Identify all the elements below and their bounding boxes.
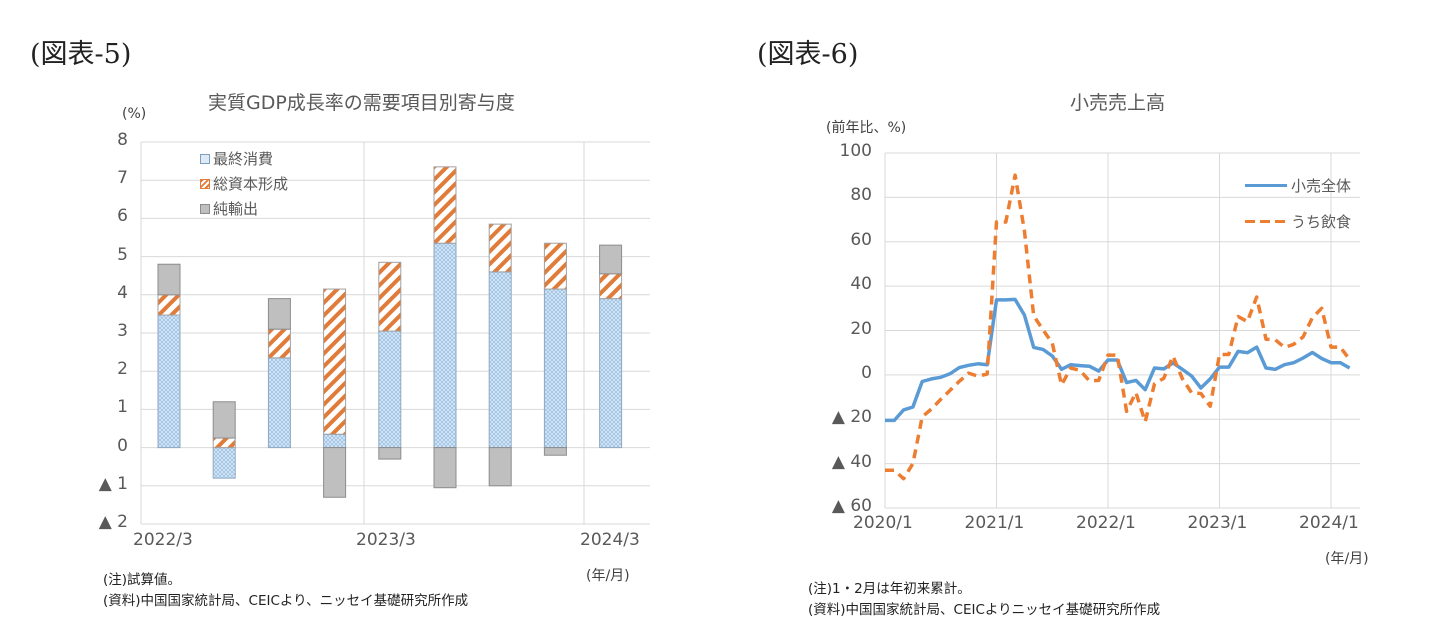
retail-y-tick: ▲ 40 [831,451,872,472]
gdp-x-tick: 2022/3 [133,530,193,550]
legend-consumption-label: 最終消費 [213,150,274,168]
retail-x-unit: (年/月) [1325,551,1369,567]
gdp-y-tick: 4 [117,282,128,303]
figure-label-5: (図表-5) [30,39,132,70]
gdp-y-tick: 0 [117,435,128,456]
retail-y-tick: 60 [850,229,872,250]
figure-label-6: (図表-6) [757,39,859,70]
gdp-x-tick: 2024/3 [580,530,640,550]
gdp-y-tick: 5 [117,244,128,265]
bar-segment [267,298,291,330]
gdp-y-tick: 2 [117,359,128,380]
gdp-y-tick: 8 [117,130,128,150]
gdp-note: (注)試算値。 [103,572,182,588]
retail-x-tick: 2023/1 [1187,513,1248,533]
retail-dining-line [885,173,1352,481]
legend-capital-label: 総資本形成 [213,175,289,193]
bar-segment [157,263,181,296]
bar-segment [543,242,567,290]
retail-y-tick: ▲ 60 [831,496,872,516]
retail-y-tick: 100 [839,141,872,161]
gdp-chart-title: 実質GDP成長率の需要項目別寄与度 [208,92,515,114]
consumption-swatch-icon [200,153,210,164]
legend-retail-total: 小売全体 [1245,175,1351,196]
retail-note: (注)1・2月は年初来累計。 [808,581,971,597]
retail-y-unit: (前年比、%) [826,120,907,136]
retail-y-tick: 40 [850,274,872,295]
bar-segment [212,401,236,439]
legend-retail-total-label: 小売全体 [1291,177,1352,195]
legend-consumption: 最終消費 [200,148,273,169]
bar-segment [323,288,347,435]
retail-y-tick: 80 [850,185,872,206]
retail-x-tick: 2024/1 [1299,513,1359,533]
retail-y-tick: 0 [861,362,872,383]
gdp-y-tick: ▲ 2 [98,512,128,532]
bar-segment [599,244,623,275]
gdp-x-unit: (年/月) [586,568,630,584]
dashed-line-swatch-icon [1245,220,1287,223]
gdp-y-tick: 3 [117,321,128,341]
gdp-source: (資料)中国国家統計局、CEICより、ニッセイ基礎研究所作成 [103,593,469,609]
gdp-y-tick: 7 [117,168,128,189]
retail-y-tick: 20 [850,318,872,339]
retail-source: (資料)中国国家統計局、CEICよりニッセイ基礎研究所作成 [808,602,1161,618]
retail-x-tick: 2020/1 [853,513,913,533]
bar-segment [433,447,457,489]
bar-segment [488,447,512,487]
legend-retail-dining-label: うち飲食 [1291,213,1352,231]
legend-net-exports-label: 純輸出 [213,200,259,218]
gdp-x-tick: 2023/3 [356,530,416,550]
bar-segment [378,261,402,332]
legend-net-exports: 純輸出 [200,198,258,219]
gdp-y-unit: (%) [122,106,147,122]
legend-capital: 総資本形成 [200,173,288,194]
retail-y-tick: ▲ 20 [831,407,872,428]
gdp-y-tick: ▲ 1 [98,473,128,494]
bar-segment [488,223,512,273]
bar-segment [378,447,402,460]
retail-x-tick: 2021/1 [964,513,1025,533]
gdp-y-tick: 6 [117,206,128,227]
gdp-y-tick: 1 [117,397,128,418]
retail-x-tick: 2022/1 [1076,513,1136,533]
net-exports-swatch-icon [200,203,210,214]
bar-segment [543,447,567,456]
retail-chart-title: 小売売上高 [1070,92,1166,114]
solid-line-swatch-icon [1245,184,1287,187]
bar-segment [433,166,457,244]
capital-swatch-icon [200,178,210,189]
legend-retail-dining: うち飲食 [1245,211,1351,232]
bar-segment [323,447,347,498]
